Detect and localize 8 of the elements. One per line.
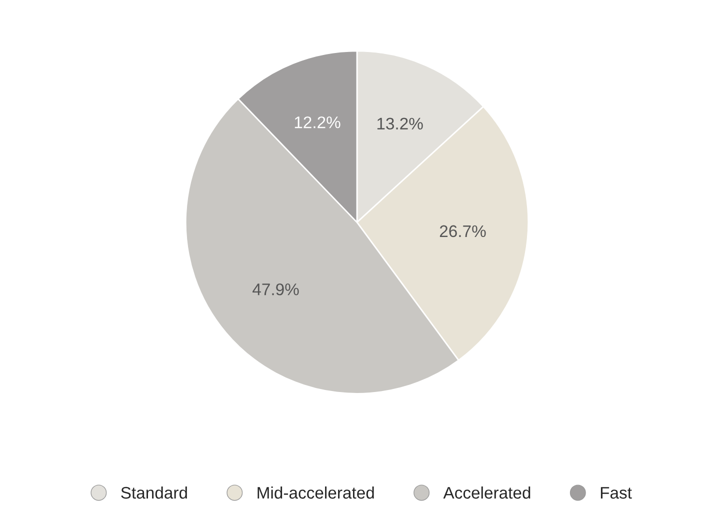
legend-label: Fast <box>600 487 632 499</box>
legend-label: Standard <box>121 486 187 499</box>
data-label: 47.9% <box>252 283 299 296</box>
data-label: 12.2% <box>294 116 340 128</box>
data-label: 13.2% <box>377 118 423 130</box>
legend-label: Accelerated <box>443 486 530 499</box>
legend-label: Mid-accelerated <box>258 486 374 499</box>
data-label: 26.7% <box>440 225 486 238</box>
